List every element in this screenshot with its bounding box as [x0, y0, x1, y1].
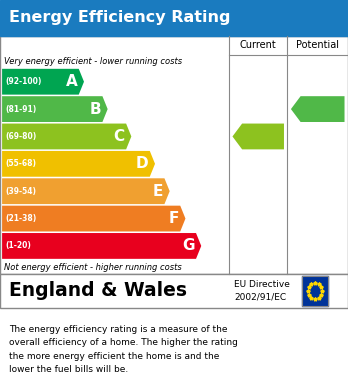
- Polygon shape: [2, 233, 201, 259]
- Text: F: F: [168, 211, 179, 226]
- Text: (92-100): (92-100): [6, 77, 42, 86]
- Text: D: D: [136, 156, 148, 171]
- Text: Current: Current: [240, 40, 277, 50]
- Polygon shape: [2, 124, 131, 149]
- Text: Not energy efficient - higher running costs: Not energy efficient - higher running co…: [4, 262, 182, 272]
- Text: 85: 85: [314, 102, 331, 116]
- Text: A: A: [66, 74, 77, 89]
- Text: C: C: [113, 129, 125, 144]
- Text: G: G: [182, 239, 195, 253]
- Bar: [0, 274, 348, 308]
- Text: England & Wales: England & Wales: [9, 282, 187, 300]
- Text: (55-68): (55-68): [6, 159, 37, 169]
- Text: (1-20): (1-20): [6, 241, 31, 251]
- Polygon shape: [232, 124, 284, 149]
- Bar: [0, 36, 348, 274]
- Text: B: B: [89, 102, 101, 117]
- Text: Very energy efficient - lower running costs: Very energy efficient - lower running co…: [4, 57, 182, 66]
- Polygon shape: [2, 206, 185, 231]
- Polygon shape: [2, 96, 108, 122]
- Text: Energy Efficiency Rating: Energy Efficiency Rating: [9, 11, 230, 25]
- Bar: [302, 276, 328, 306]
- Text: EU Directive
2002/91/EC: EU Directive 2002/91/EC: [234, 280, 290, 301]
- Polygon shape: [2, 69, 84, 95]
- Text: (21-38): (21-38): [6, 214, 37, 223]
- Text: E: E: [153, 184, 163, 199]
- Bar: [302, 276, 328, 306]
- Polygon shape: [2, 178, 170, 204]
- Text: (39-54): (39-54): [6, 187, 37, 196]
- Text: The energy efficiency rating is a measure of the
overall efficiency of a home. T: The energy efficiency rating is a measur…: [9, 325, 238, 374]
- Text: Potential: Potential: [296, 40, 339, 50]
- Polygon shape: [2, 151, 155, 177]
- Polygon shape: [291, 96, 345, 122]
- Text: 74: 74: [254, 130, 272, 143]
- Bar: [0, 0, 348, 36]
- Text: (81-91): (81-91): [6, 104, 37, 114]
- Text: (69-80): (69-80): [6, 132, 37, 141]
